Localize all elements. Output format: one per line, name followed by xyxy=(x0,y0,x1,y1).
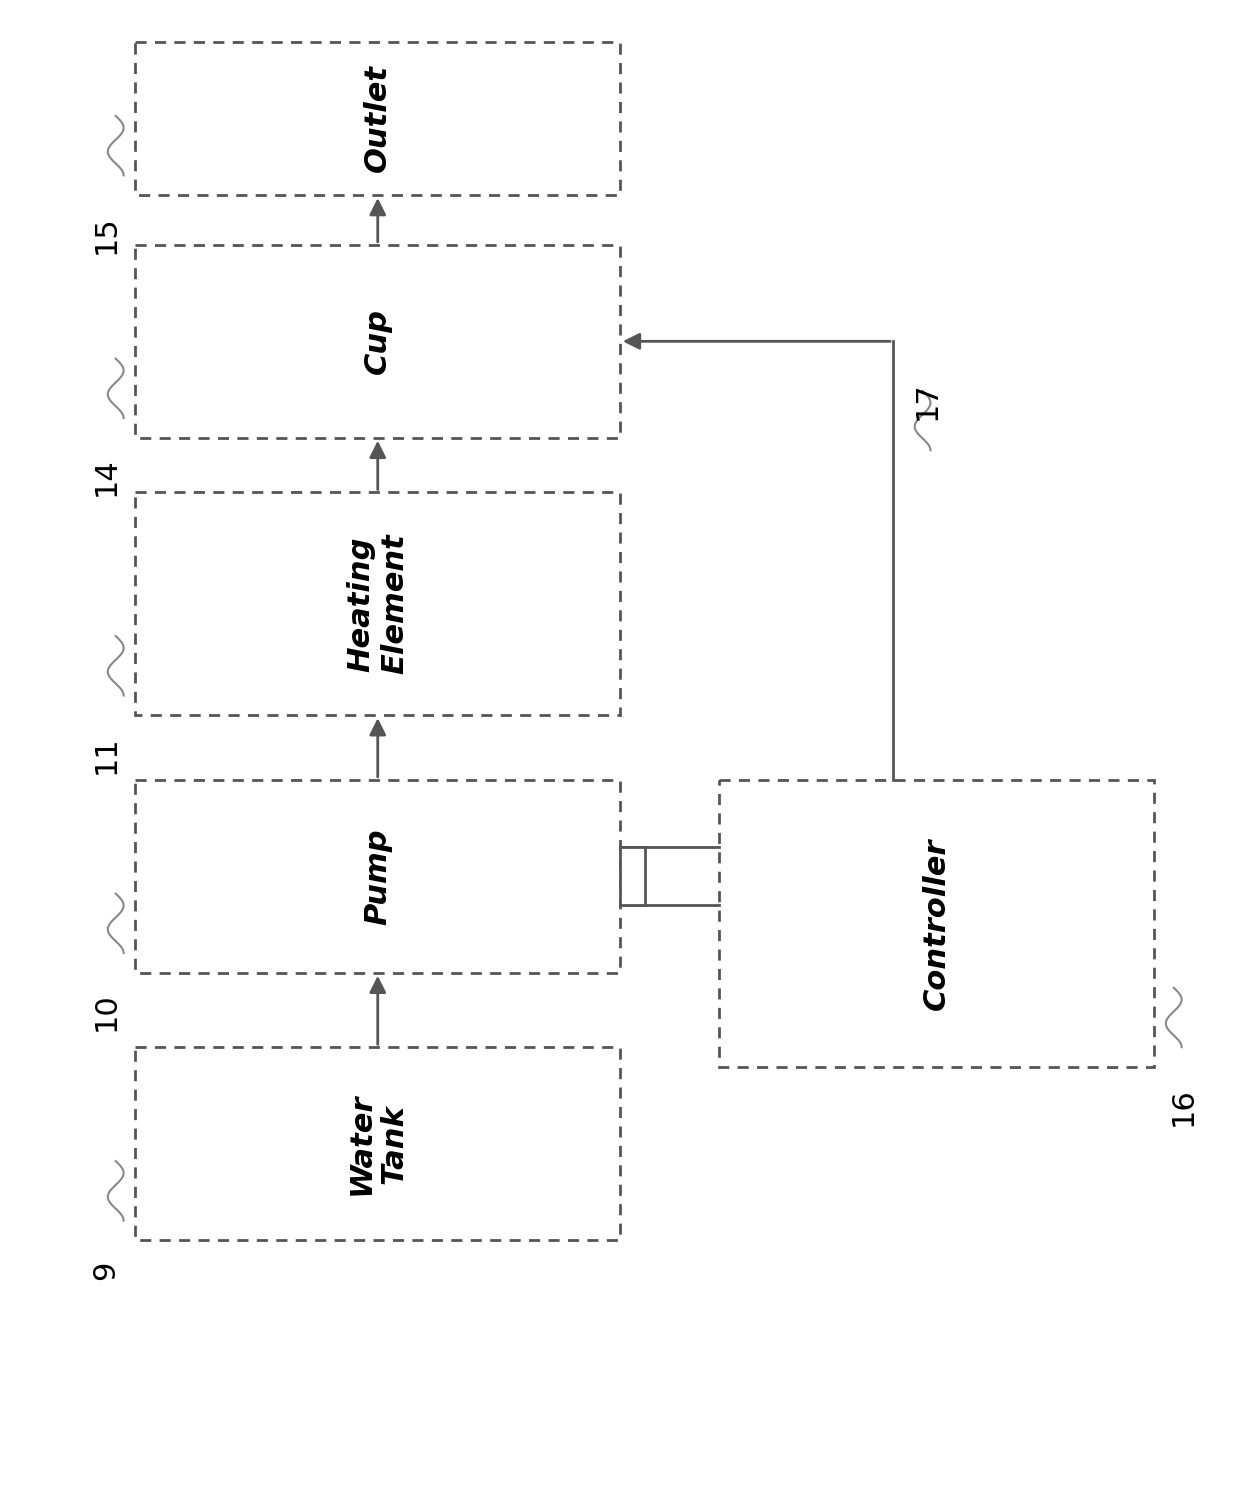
Text: Water
Tank: Water Tank xyxy=(346,1093,409,1195)
Text: 10: 10 xyxy=(92,993,120,1032)
Text: 17: 17 xyxy=(913,381,941,420)
Bar xyxy=(135,245,620,438)
Text: 14: 14 xyxy=(92,457,120,496)
Bar xyxy=(135,1046,620,1241)
Text: 9: 9 xyxy=(92,1260,120,1280)
Text: Pump: Pump xyxy=(363,828,392,924)
Text: 15: 15 xyxy=(92,215,120,254)
Bar xyxy=(135,42,620,196)
Bar xyxy=(620,848,645,906)
Text: Cup: Cup xyxy=(363,308,392,374)
Text: Outlet: Outlet xyxy=(363,64,392,172)
Text: 16: 16 xyxy=(1169,1087,1198,1126)
Text: 11: 11 xyxy=(92,736,120,774)
Text: Controller: Controller xyxy=(921,837,951,1009)
Bar xyxy=(135,780,620,973)
Bar xyxy=(135,492,620,715)
Bar xyxy=(719,780,1154,1067)
Text: Heating
Element: Heating Element xyxy=(346,534,409,674)
